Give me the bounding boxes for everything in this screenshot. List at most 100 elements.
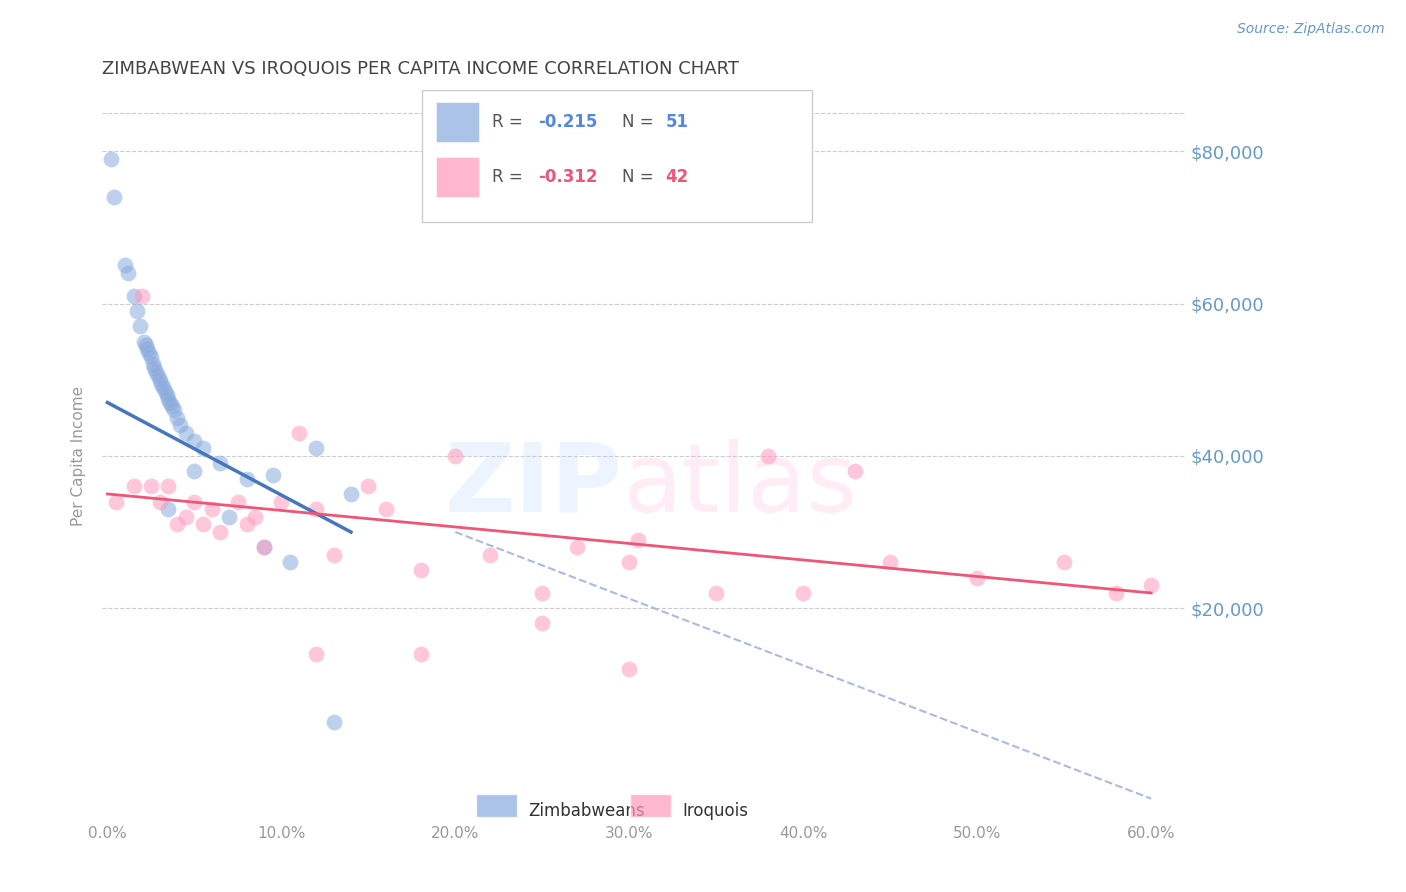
Point [139, 479, 162, 493]
Point [792, 586, 814, 600]
Point [479, 548, 502, 562]
Point [183, 494, 205, 508]
Point [169, 418, 191, 433]
Point [357, 479, 380, 493]
Point [125, 304, 148, 318]
Point [966, 571, 988, 585]
Point [135, 338, 157, 352]
Point [879, 556, 901, 570]
Point [409, 563, 432, 577]
Point [305, 502, 328, 516]
Point [157, 392, 180, 406]
Point [209, 524, 232, 539]
Point [278, 556, 301, 570]
Text: atlas: atlas [623, 439, 858, 532]
Point [174, 509, 197, 524]
Point [142, 358, 165, 372]
Point [150, 376, 173, 391]
Point [619, 556, 641, 570]
Point [235, 472, 257, 486]
Point [131, 289, 153, 303]
Text: R =: R = [492, 168, 529, 186]
Point [145, 365, 167, 379]
Text: R =: R = [492, 112, 529, 131]
Point [139, 350, 162, 364]
Point [305, 442, 328, 456]
Point [100, 152, 122, 166]
Point [183, 464, 205, 478]
Point [340, 487, 363, 501]
Point [531, 586, 554, 600]
Point [129, 319, 152, 334]
Point [1140, 578, 1163, 592]
FancyBboxPatch shape [436, 102, 479, 142]
Point [174, 425, 197, 440]
Point [409, 647, 432, 661]
Point [159, 395, 181, 409]
Point [191, 517, 214, 532]
Point [132, 334, 155, 349]
Point [122, 479, 145, 493]
Point [149, 373, 172, 387]
Point [166, 410, 188, 425]
Point [153, 384, 176, 398]
Point [103, 190, 125, 204]
Point [146, 368, 169, 383]
Point [235, 517, 257, 532]
Point [565, 541, 588, 555]
Point [305, 647, 328, 661]
Point [152, 380, 174, 394]
Point [226, 494, 249, 508]
Point [322, 715, 344, 730]
Point [122, 289, 145, 303]
Point [166, 517, 188, 532]
Point [444, 449, 467, 463]
FancyBboxPatch shape [477, 794, 517, 817]
Point [1053, 556, 1076, 570]
Point [160, 400, 183, 414]
Point [627, 533, 650, 547]
Point [183, 434, 205, 448]
Point [191, 442, 214, 456]
Text: Iroquois: Iroquois [682, 802, 748, 821]
Point [245, 509, 267, 524]
Text: Zimbabweans: Zimbabweans [529, 802, 645, 821]
Point [117, 266, 139, 280]
Text: N =: N = [623, 168, 659, 186]
Point [287, 425, 309, 440]
Text: ZIP: ZIP [444, 439, 623, 532]
FancyBboxPatch shape [436, 157, 479, 197]
FancyBboxPatch shape [422, 90, 813, 222]
Text: 51: 51 [665, 112, 689, 131]
Y-axis label: Per Capita Income: Per Capita Income [72, 386, 86, 526]
Point [157, 502, 180, 516]
Point [758, 449, 780, 463]
Point [209, 457, 232, 471]
Text: ZIMBABWEAN VS IROQUOIS PER CAPITA INCOME CORRELATION CHART: ZIMBABWEAN VS IROQUOIS PER CAPITA INCOME… [103, 60, 740, 78]
Text: 42: 42 [665, 168, 689, 186]
Text: -0.312: -0.312 [538, 168, 598, 186]
Point [531, 616, 554, 631]
Point [218, 509, 240, 524]
Point [143, 361, 166, 376]
Point [374, 502, 396, 516]
Point [270, 494, 292, 508]
Point [253, 541, 276, 555]
Point [162, 403, 184, 417]
Point [262, 467, 284, 482]
Point [105, 494, 128, 508]
Point [322, 548, 344, 562]
Point [253, 541, 276, 555]
Point [114, 259, 136, 273]
Point [1105, 586, 1128, 600]
Text: -0.215: -0.215 [538, 112, 598, 131]
Point [201, 502, 224, 516]
Text: N =: N = [623, 112, 659, 131]
Point [155, 388, 177, 402]
FancyBboxPatch shape [630, 794, 671, 817]
Point [704, 586, 727, 600]
Point [138, 346, 160, 360]
Point [157, 479, 180, 493]
Point [619, 662, 641, 676]
Point [136, 343, 159, 357]
